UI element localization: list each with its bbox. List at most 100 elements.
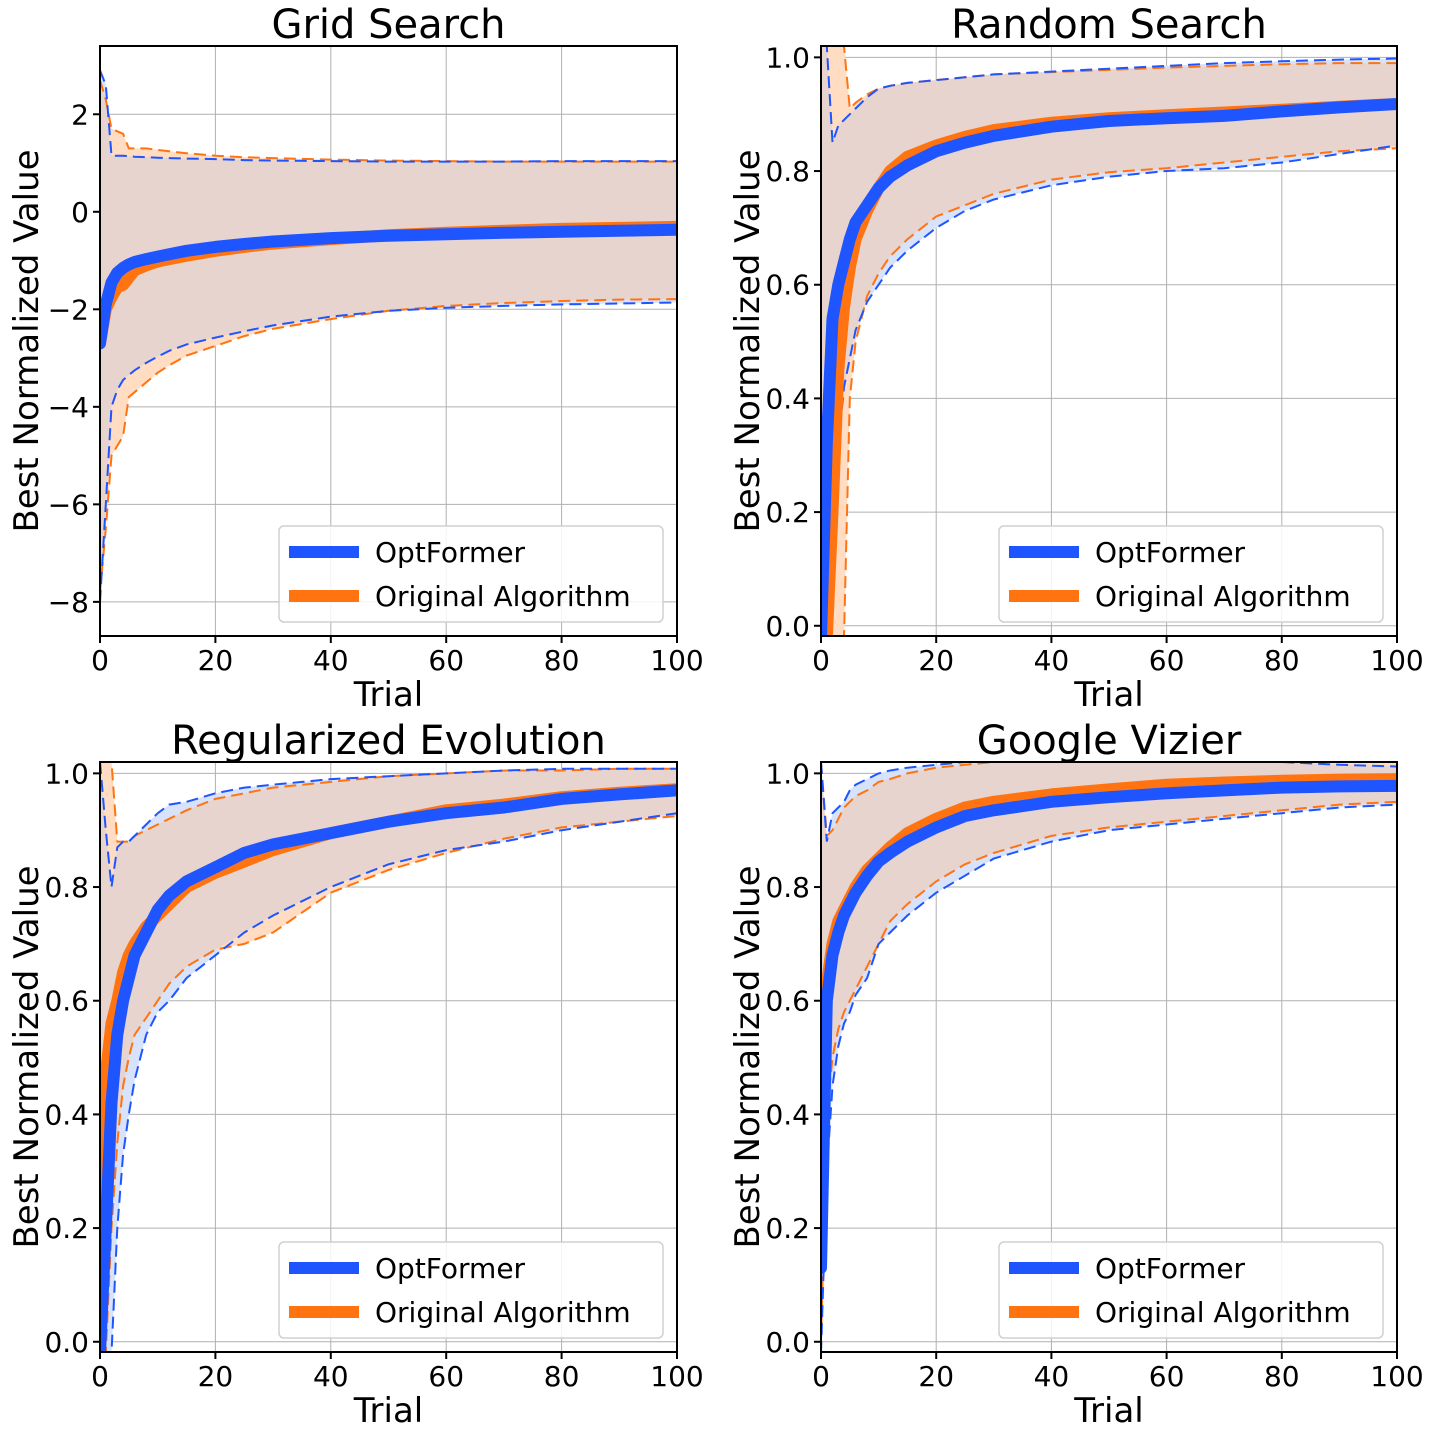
y-tick-label: 0.8 — [44, 871, 89, 904]
panel-regularized-evolution: 0 20 40 60 80 100 0.0 0.2 0.4 0.6 0.8 1.0 Regularize… — [7, 718, 704, 1431]
upper-bound-original-algorithm — [100, 79, 677, 163]
x-axis-label: Trial — [1073, 1391, 1143, 1431]
panel-random-search: 0 20 40 60 80 100 0.0 0.2 0.4 0.6 0.8 1.0 Random Sea… — [728, 2, 1424, 715]
x-tick-label: 80 — [1264, 644, 1300, 677]
y-tick-label: 0.6 — [44, 985, 89, 1018]
chart-title: Google Vizier — [977, 718, 1242, 764]
band-overlap — [821, 762, 1397, 1342]
legend: OptFormer Original Algorithm — [278, 1241, 664, 1339]
axes-frame — [820, 45, 1398, 637]
plot-area — [100, 70, 677, 602]
lower-bound-optformer — [100, 301, 677, 602]
x-tick-label: 80 — [544, 644, 580, 677]
plot-area — [821, 762, 1397, 1352]
x-tick-label: 0 — [91, 644, 109, 677]
legend-box — [998, 525, 1384, 623]
x-tick-label: 0 — [812, 644, 830, 677]
series-line-optformer — [821, 98, 1397, 636]
upper-bound-optformer — [821, 762, 1397, 842]
legend: OptFormer Original Algorithm — [278, 525, 664, 623]
upper-bound-original-algorithm — [100, 762, 677, 843]
lower-bound-optformer — [110, 812, 677, 1352]
y-tick-label: 1.0 — [44, 757, 89, 790]
x-tick-label: 20 — [918, 644, 954, 677]
legend-label: Original Algorithm — [375, 1296, 631, 1329]
lower-bound-original-algorithm — [100, 298, 677, 593]
axes-frame — [99, 761, 678, 1353]
x-tick-label: 100 — [650, 1360, 703, 1393]
series-line-optformer — [821, 779, 1397, 1274]
x-axis-label: Trial — [1073, 675, 1143, 715]
x-tick-label: 0 — [91, 1360, 109, 1393]
legend-box — [278, 525, 664, 623]
axes-frame — [820, 761, 1398, 1353]
x-tick-label: 60 — [428, 1360, 464, 1393]
y-tick-label: 0.2 — [765, 496, 810, 529]
x-tick-label: 0 — [812, 1360, 830, 1393]
x-axis-label: Trial — [353, 675, 423, 715]
legend: OptFormer Original Algorithm — [998, 525, 1384, 623]
x-tick-label: 100 — [650, 644, 703, 677]
y-tick-label: −6 — [48, 488, 89, 521]
lower-bound-original-algorithm — [821, 800, 1397, 1342]
x-tick-label: 40 — [1034, 1360, 1070, 1393]
legend: OptFormer Original Algorithm — [998, 1241, 1384, 1339]
axes-frame — [99, 45, 678, 637]
legend-label: Original Algorithm — [1095, 1296, 1351, 1329]
y-tick-label: 0.0 — [44, 1326, 89, 1359]
legend-box — [278, 1241, 664, 1339]
y-tick-label: 0.4 — [765, 382, 810, 415]
upper-bound-optformer — [821, 46, 1397, 143]
y-tick-label: 0.4 — [765, 1098, 810, 1131]
panel-google-vizier: 0 20 40 60 80 100 0.0 0.2 0.4 0.6 0.8 1.0 Google Viz… — [728, 718, 1424, 1431]
y-tick-label: 0.2 — [765, 1212, 810, 1245]
y-axis-label: Best Normalized Value — [7, 865, 47, 1248]
upper-bound-original-algorithm — [821, 762, 1397, 839]
band-overlap — [100, 80, 677, 593]
y-tick-label: 0.0 — [765, 610, 810, 643]
band-overlap — [821, 46, 1397, 636]
x-tick-label: 100 — [1370, 644, 1423, 677]
y-tick-label: −4 — [48, 391, 89, 424]
y-tick-label: 2 — [71, 98, 89, 131]
lower-bound-original-algorithm — [843, 147, 1397, 636]
panel-grid-search: 0 20 40 60 80 100 −8 −6 −4 −2 0 2 Grid Search Trial Be… — [7, 2, 704, 715]
legend-box — [998, 1241, 1384, 1339]
y-axis-label: Best Normalized Value — [728, 149, 768, 532]
y-tick-label: 0.6 — [765, 985, 810, 1018]
y-tick-label: −8 — [48, 586, 89, 619]
chart-title: Random Search — [951, 2, 1267, 48]
x-tick-label: 20 — [918, 1360, 954, 1393]
x-tick-label: 40 — [313, 644, 349, 677]
legend-label: OptFormer — [375, 536, 526, 569]
x-tick-label: 40 — [1034, 644, 1070, 677]
lower-bound-optformer — [821, 803, 1397, 1352]
legend-label: OptFormer — [1095, 1252, 1246, 1285]
y-tick-label: 1.0 — [765, 757, 810, 790]
x-tick-label: 20 — [198, 644, 234, 677]
x-tick-label: 20 — [198, 1360, 234, 1393]
plot-area — [100, 762, 677, 1352]
x-tick-label: 40 — [313, 1360, 349, 1393]
legend-label: Original Algorithm — [1095, 580, 1351, 613]
y-axis-label: Best Normalized Value — [728, 865, 768, 1248]
series-line-optformer — [100, 223, 677, 350]
legend-label: Original Algorithm — [375, 580, 631, 613]
x-tick-label: 100 — [1370, 1360, 1423, 1393]
x-tick-label: 80 — [544, 1360, 580, 1393]
y-tick-label: 1.0 — [765, 41, 810, 74]
series-line-optformer — [100, 784, 677, 1352]
y-tick-label: 0.4 — [44, 1098, 89, 1131]
plot-area — [821, 46, 1397, 636]
x-tick-label: 60 — [1149, 644, 1185, 677]
y-tick-label: 0.6 — [765, 269, 810, 302]
x-axis-label: Trial — [353, 1391, 423, 1431]
y-tick-label: 0.8 — [765, 871, 810, 904]
y-tick-label: −2 — [48, 293, 89, 326]
chart-title: Grid Search — [271, 2, 505, 48]
legend-label: OptFormer — [1095, 536, 1246, 569]
y-tick-label: 0.8 — [765, 155, 810, 188]
y-tick-label: 0.2 — [44, 1212, 89, 1245]
x-tick-label: 60 — [428, 644, 464, 677]
